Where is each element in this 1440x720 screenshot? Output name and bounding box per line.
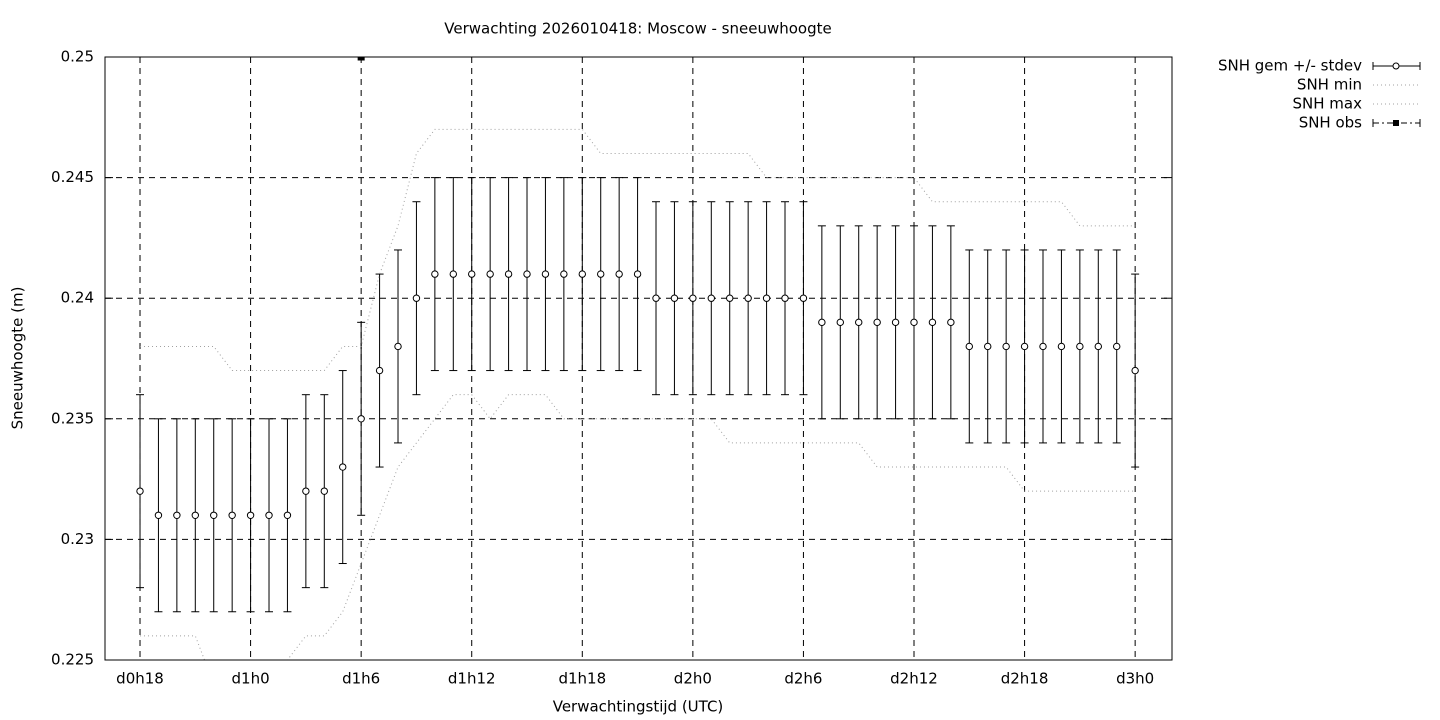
mean-point [836,318,844,327]
x-tick-label: d1h6 [342,670,380,688]
mean-point [394,342,402,351]
x-tick-label: d2h12 [890,670,938,688]
mean-point [947,318,955,327]
mean-point [1094,342,1102,351]
mean-point [504,270,513,278]
mean-point [707,294,715,302]
mean-point [689,294,697,302]
mean-point [1002,342,1010,351]
legend-label: SNH min [1297,76,1362,94]
x-tick-label: d1h12 [448,670,496,688]
y-tick-label: 0.23 [61,530,94,548]
mean-point [1039,342,1047,351]
mean-point [468,270,476,278]
mean-point [597,270,605,278]
y-tick-label: 0.245 [51,168,94,186]
x-tick-label: d2h18 [1001,670,1049,688]
mean-point [412,294,421,302]
mean-point [154,511,163,519]
x-tick-label: d3h0 [1116,670,1154,688]
mean-point [928,318,937,327]
mean-point [191,511,199,519]
legend-label: SNH max [1293,95,1363,113]
plot-border [104,56,1173,661]
mean-point [891,318,900,327]
chart-title: Verwachting 2026010418: Moscow - sneeuwh… [444,20,831,38]
mean-point [486,270,494,278]
x-axis-label: Verwachtingstijd (UTC) [553,698,724,716]
mean-point [1057,342,1066,351]
plot-area [136,57,1140,660]
mean-point [965,342,973,351]
mean-point [984,342,992,351]
mean-point [339,463,347,471]
legend-label: SNH gem +/- stdev [1218,57,1362,75]
mean-point [173,511,181,519]
legend-sample [1393,120,1399,126]
mean-point [431,270,439,278]
mean-point [449,270,457,278]
mean-point [670,294,679,302]
mean-point [1020,342,1029,351]
mean-point [228,511,236,519]
mean-point [523,270,531,278]
mean-point [357,415,365,423]
mean-point [265,511,273,519]
y-tick-label: 0.225 [51,651,94,669]
mean-point [615,270,623,278]
x-tick-label: d2h0 [674,670,712,688]
mean-point [873,318,881,327]
mean-point [726,294,734,302]
mean-point [210,511,218,519]
legend-sample [1392,62,1400,70]
mean-point [1076,342,1084,351]
mean-point [1131,366,1139,375]
mean-point [320,487,328,495]
y-tick-label: 0.235 [51,409,94,427]
obs-point [357,57,365,61]
x-tick-label: d1h18 [558,670,606,688]
x-tick-label: d2h6 [784,670,822,688]
mean-point [560,270,568,278]
mean-point [302,487,310,495]
mean-point [578,270,586,278]
mean-point [652,294,660,302]
mean-point [283,511,292,519]
mean-point [541,270,550,278]
grid [105,56,1172,661]
mean-point [375,366,384,375]
mean-point [799,294,808,302]
mean-point [910,318,918,327]
mean-point [762,294,771,302]
mean-point [136,487,144,495]
mean-point [744,294,752,302]
mean-point [246,511,255,519]
y-axis-label: Sneeuwhoogte (m) [9,287,27,430]
mean-point [855,318,863,327]
x-tick-label: d0h18 [116,670,164,688]
y-tick-label: 0.25 [61,48,94,66]
mean-point [781,294,789,302]
mean-point [633,270,642,278]
mean-point [1113,342,1121,351]
mean-point [818,318,826,327]
legend-label: SNH obs [1299,114,1362,132]
x-tick-label: d1h0 [232,670,270,688]
y-tick-label: 0.24 [61,289,94,307]
